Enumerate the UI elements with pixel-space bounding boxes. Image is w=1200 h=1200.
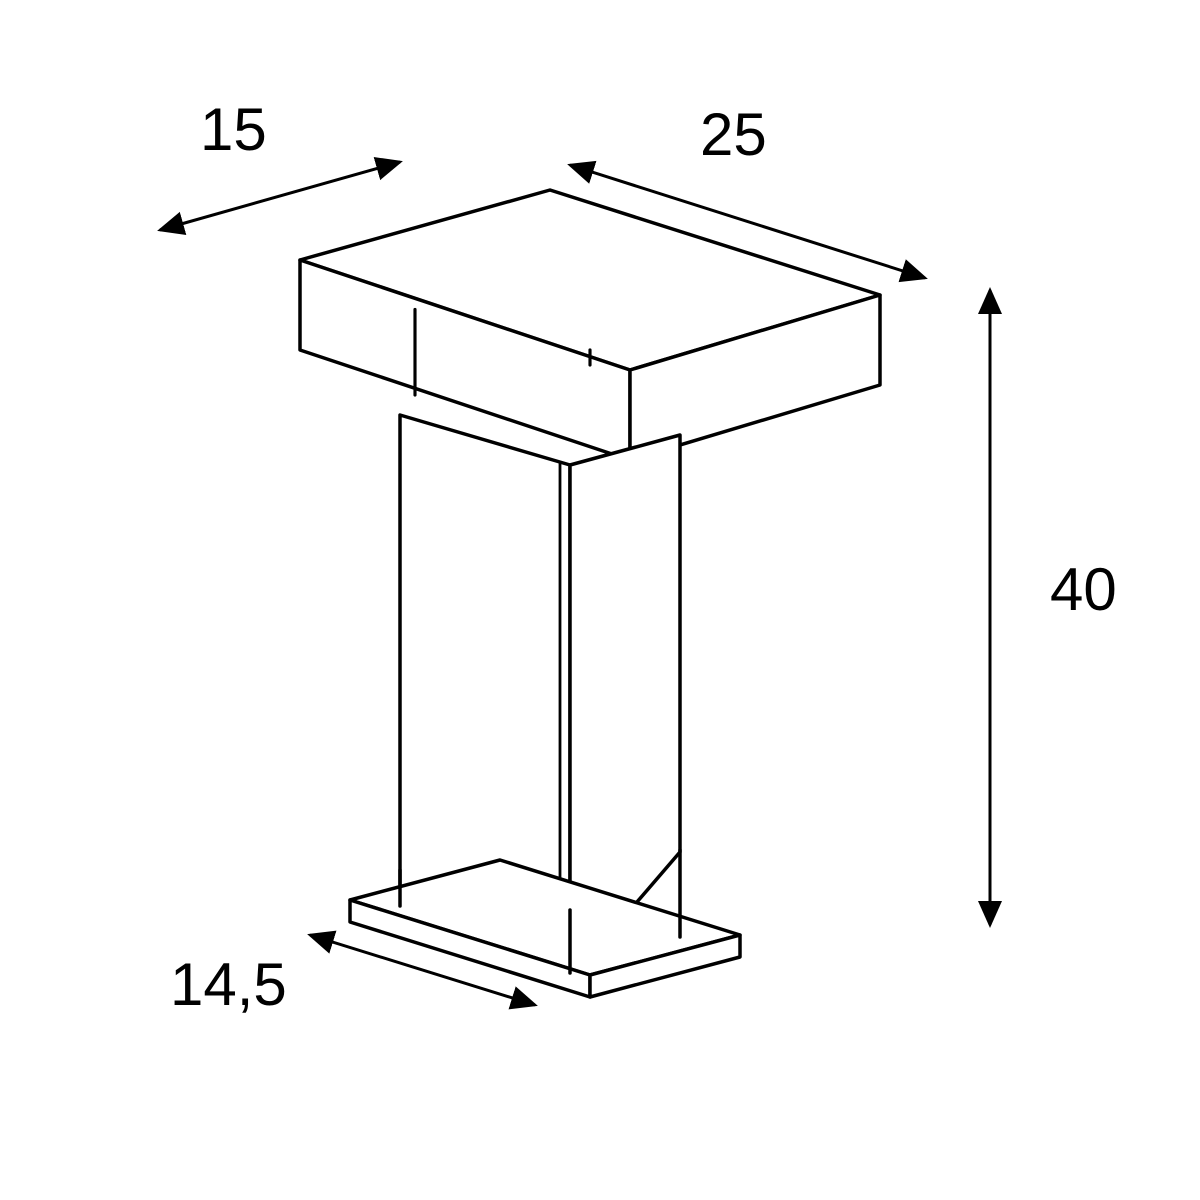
dim-label-height: 40 [1050, 556, 1117, 623]
dim-label-base: 14,5 [170, 951, 287, 1018]
dimension-diagram: 15 25 40 14,5 [0, 0, 1200, 1200]
dim-label-width: 25 [700, 101, 767, 168]
dim-label-depth: 15 [200, 96, 267, 163]
product-outline [300, 190, 880, 997]
